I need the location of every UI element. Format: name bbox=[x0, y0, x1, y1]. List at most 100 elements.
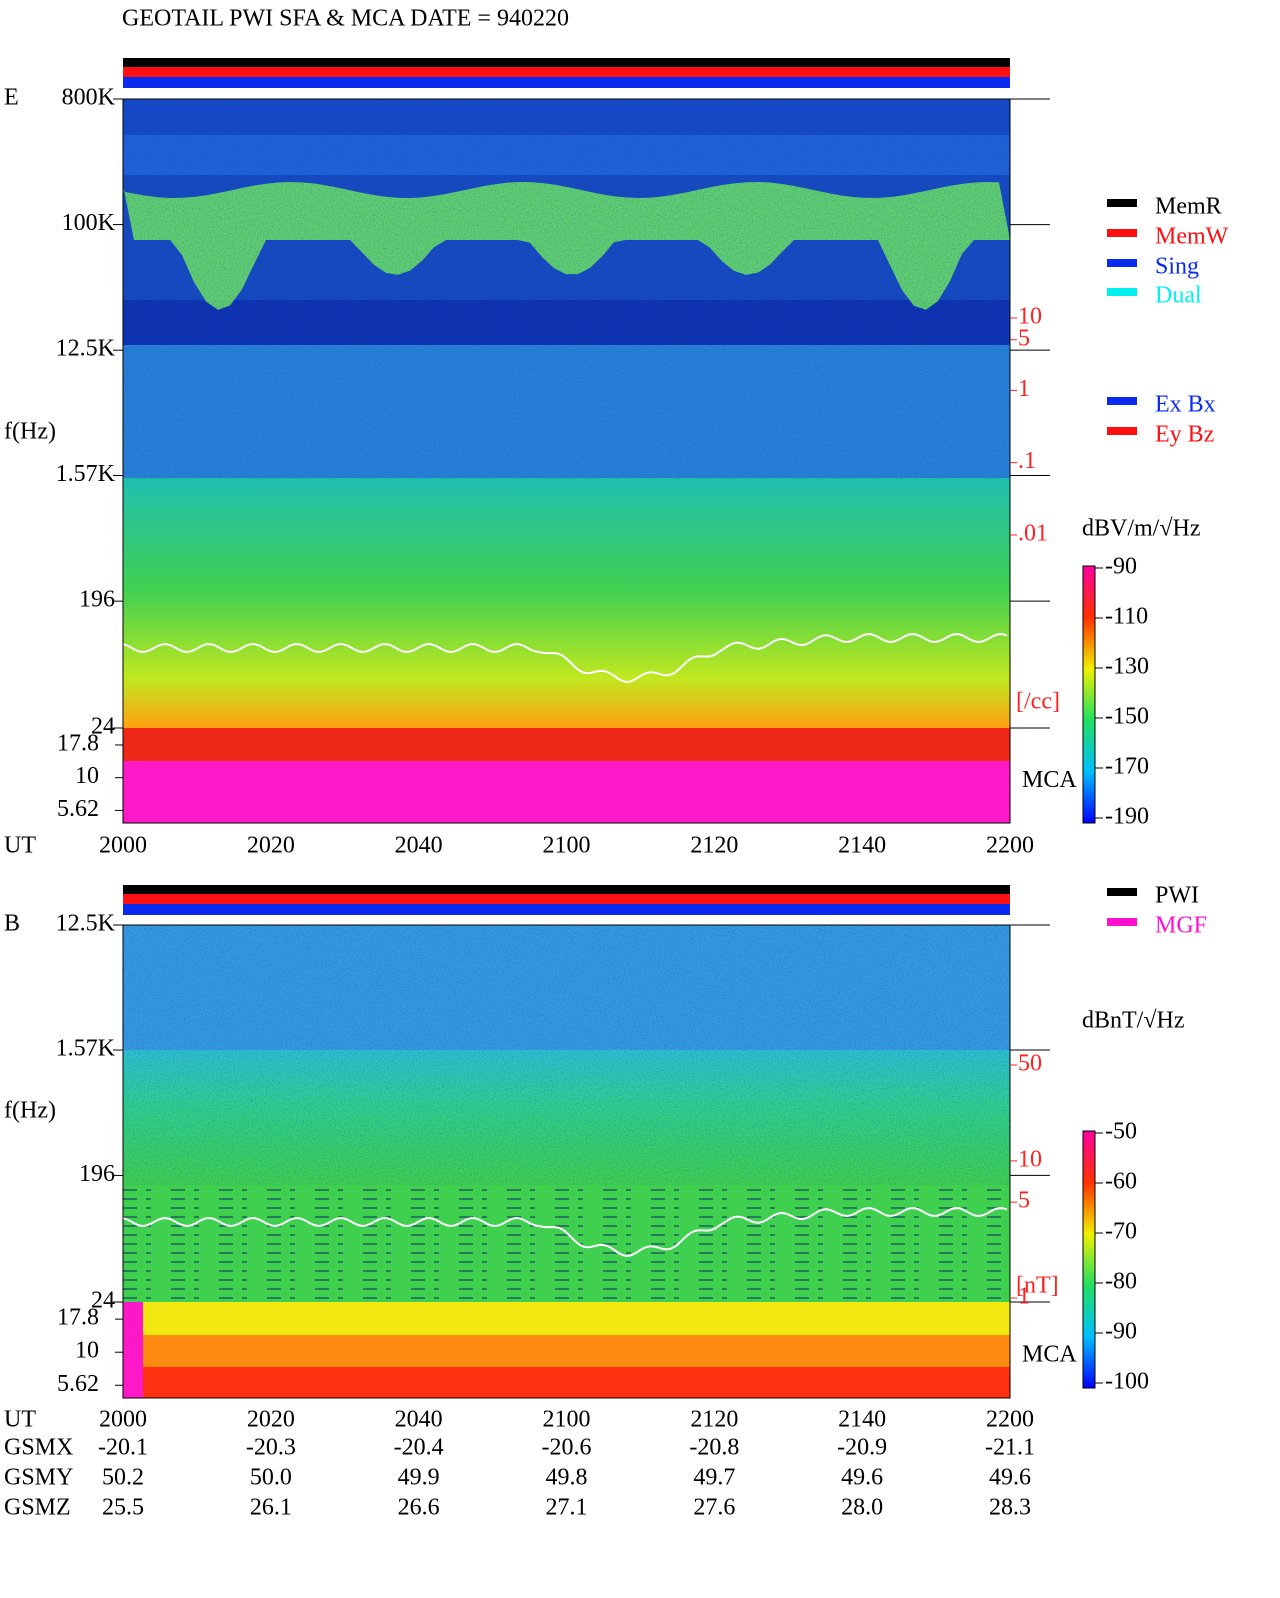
y-tick-label: 12.5K bbox=[56, 336, 116, 362]
trace-line bbox=[122, 1207, 1008, 1258]
x-tick-label: 2100 bbox=[543, 1407, 591, 1433]
colorbar-tick-label: -70 bbox=[1105, 1219, 1137, 1245]
colorbar-tick-label: -130 bbox=[1105, 654, 1149, 680]
mca-tick-label: 5.62 bbox=[57, 1371, 99, 1397]
mca-strip bbox=[123, 1302, 143, 1398]
x-tick-label: 2040 bbox=[395, 833, 443, 859]
mca-tick-label: 5.62 bbox=[57, 796, 99, 822]
legend-label: MemR bbox=[1155, 194, 1222, 220]
y-tick-label: 1.57K bbox=[56, 461, 116, 487]
mca-tick-label: 17.8 bbox=[57, 730, 99, 756]
legend-label: Ex Bx bbox=[1155, 392, 1216, 418]
spectrogram-band bbox=[123, 1302, 1010, 1335]
orbit-label: GSMY bbox=[4, 1465, 73, 1491]
legend-swatch bbox=[1107, 259, 1137, 267]
orbit-value: 49.9 bbox=[398, 1465, 440, 1491]
plot-frame bbox=[122, 98, 1011, 824]
legend-swatch bbox=[1107, 199, 1137, 207]
colorbar-tick-label: -110 bbox=[1105, 604, 1148, 630]
y-tick-label: 100K bbox=[62, 210, 116, 236]
mca-label: MCA bbox=[1022, 1342, 1077, 1368]
spectrogram-band bbox=[123, 761, 1010, 823]
colorbar-tick-label: -90 bbox=[1105, 554, 1137, 580]
colorbar-tick-label: -100 bbox=[1105, 1369, 1149, 1395]
x-tick-label: 2000 bbox=[99, 833, 147, 859]
colorbar-tick-label: -80 bbox=[1105, 1269, 1137, 1295]
colorbar-tick-label: -60 bbox=[1105, 1169, 1137, 1195]
x-tick-label: 2140 bbox=[838, 1407, 886, 1433]
right-scale-unit: [/cc] bbox=[1016, 689, 1060, 715]
legend-swatch bbox=[1107, 229, 1137, 237]
colorbar-tick-label: -90 bbox=[1105, 1319, 1137, 1345]
orbit-value: -20.1 bbox=[98, 1435, 148, 1461]
spectrogram-band bbox=[123, 728, 1010, 761]
right-scale-label: 50 bbox=[1018, 1051, 1042, 1077]
orbit-value: -20.9 bbox=[837, 1435, 887, 1461]
y-tick-label: 12.5K bbox=[56, 911, 116, 937]
colorbar-unit: dBnT/√Hz bbox=[1082, 1008, 1185, 1034]
plot-frame bbox=[122, 924, 1011, 1399]
panel-label: E bbox=[4, 85, 19, 111]
orbit-value: 26.6 bbox=[398, 1495, 440, 1521]
spectrogram-band bbox=[123, 1367, 1010, 1398]
legend-label: Sing bbox=[1155, 254, 1199, 280]
y-tick-label: 196 bbox=[79, 1161, 115, 1187]
x-tick-label: 2140 bbox=[838, 833, 886, 859]
mca-label: MCA bbox=[1022, 767, 1077, 793]
colorbar-tick-label: -190 bbox=[1105, 804, 1149, 830]
x-tick-label: 2020 bbox=[247, 833, 295, 859]
x-tick-label: 2120 bbox=[690, 833, 738, 859]
orbit-value: 50.2 bbox=[102, 1465, 144, 1491]
orbit-value: 28.0 bbox=[841, 1495, 883, 1521]
orbit-value: -20.8 bbox=[689, 1435, 739, 1461]
x-tick-label: 2020 bbox=[247, 1407, 295, 1433]
x-tick-label: 2040 bbox=[395, 1407, 443, 1433]
x-axis-label: UT bbox=[4, 833, 36, 859]
x-tick-label: 2000 bbox=[99, 1407, 147, 1433]
y-tick-label: 1.57K bbox=[56, 1036, 116, 1062]
legend-swatch bbox=[1107, 888, 1137, 896]
orbit-value: 25.5 bbox=[102, 1495, 144, 1521]
y-axis-label: f(Hz) bbox=[4, 1098, 56, 1124]
right-scale-unit: [nT] bbox=[1016, 1273, 1059, 1299]
orbit-value: 26.1 bbox=[250, 1495, 292, 1521]
right-scale-label: 10 bbox=[1018, 304, 1042, 330]
spectrogram-band bbox=[123, 478, 1010, 728]
right-scale-label: 1 bbox=[1018, 1284, 1030, 1310]
mca-tick-label: 10 bbox=[75, 763, 99, 789]
orbit-value: -20.4 bbox=[394, 1435, 444, 1461]
orbit-value: 49.7 bbox=[693, 1465, 735, 1491]
right-scale-label: 1 bbox=[1018, 376, 1030, 402]
orbit-value: -20.3 bbox=[246, 1435, 296, 1461]
y-tick-label: 24 bbox=[91, 1288, 115, 1314]
status-stripe bbox=[123, 67, 1010, 77]
y-axis-label: f(Hz) bbox=[4, 419, 56, 445]
trace-line bbox=[122, 633, 1008, 684]
orbit-label: GSMZ bbox=[4, 1495, 71, 1521]
legend-label: Dual bbox=[1155, 283, 1202, 309]
status-stripe bbox=[123, 894, 1010, 904]
colorbar-tick-label: -50 bbox=[1105, 1119, 1137, 1145]
y-tick-label: 800K bbox=[62, 85, 116, 111]
legend-swatch bbox=[1107, 918, 1137, 926]
colorbar bbox=[1082, 1130, 1096, 1389]
orbit-value: 49.6 bbox=[989, 1465, 1031, 1491]
legend-label: MGF bbox=[1155, 913, 1207, 939]
status-stripe bbox=[123, 77, 1010, 88]
status-stripe bbox=[123, 58, 1010, 67]
right-scale-label: 5 bbox=[1018, 325, 1030, 351]
legend-swatch bbox=[1107, 427, 1137, 435]
orbit-value: 28.3 bbox=[989, 1495, 1031, 1521]
orbit-value: 27.1 bbox=[546, 1495, 588, 1521]
legend-label: MemW bbox=[1155, 224, 1229, 250]
y-tick-label: 24 bbox=[91, 714, 115, 740]
x-tick-label: 2120 bbox=[690, 1407, 738, 1433]
orbit-label: GSMX bbox=[4, 1435, 73, 1461]
colorbar-unit: dBV/m/√Hz bbox=[1082, 516, 1201, 542]
mca-tick-label: 10 bbox=[75, 1338, 99, 1364]
legend-label: Ey Bz bbox=[1155, 422, 1214, 448]
legend-swatch bbox=[1107, 288, 1137, 296]
